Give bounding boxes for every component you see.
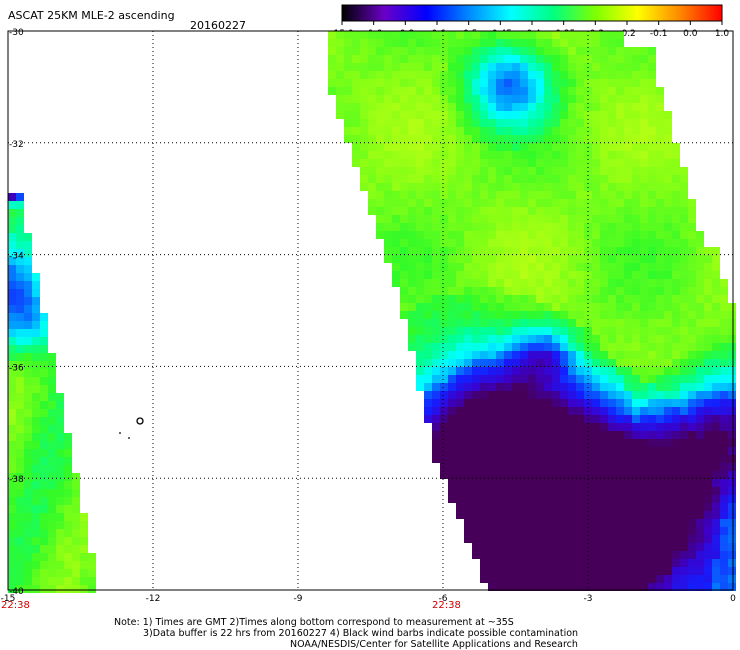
lon-label: 0 xyxy=(730,594,736,604)
note-line-3: NOAA/NESDIS/Center for Satellite Applica… xyxy=(290,639,578,650)
time-label-east: 22:38 xyxy=(432,600,461,611)
note-line-2: 3)Data buffer is 22 hrs from 20160227 4)… xyxy=(143,628,579,639)
colorbar-tick-label: -0.1 xyxy=(650,29,668,39)
colorbar-ramp xyxy=(341,4,723,22)
lon-label: -12 xyxy=(146,594,161,604)
lat-label: -36 xyxy=(9,363,24,373)
swath-east xyxy=(328,31,736,591)
map-title: ASCAT 25KM MLE-2 ascending xyxy=(8,9,175,22)
lat-label: -40 xyxy=(9,587,24,597)
lat-label: -38 xyxy=(9,475,24,485)
latitude-labels: -30 -32 -34 -36 -38 -40 xyxy=(9,28,24,597)
colorbar-tick-label: -0.2 xyxy=(618,29,636,39)
lon-label: -6 xyxy=(439,594,448,604)
lon-label: -9 xyxy=(294,594,303,604)
time-label-west: 22:38 xyxy=(1,600,30,611)
swath-west xyxy=(8,193,96,593)
map-date: 20160227 xyxy=(190,19,246,32)
lat-lon-grid xyxy=(8,31,733,590)
colorbar-tick-label: 1.0 xyxy=(715,29,730,39)
lat-label: -30 xyxy=(9,28,24,38)
lon-label: -15 xyxy=(1,594,16,604)
lat-label: -32 xyxy=(9,140,24,150)
note-line-1: Note: 1) Times are GMT 2)Times along bot… xyxy=(114,617,514,628)
lat-label: -34 xyxy=(9,252,24,262)
lon-label: -3 xyxy=(584,594,593,604)
longitude-labels: -15 -12 -9 -6 -3 0 xyxy=(1,594,736,604)
island-markers xyxy=(119,417,144,439)
colorbar-tick-label: 0.0 xyxy=(683,29,698,39)
map-frame xyxy=(7,30,734,591)
